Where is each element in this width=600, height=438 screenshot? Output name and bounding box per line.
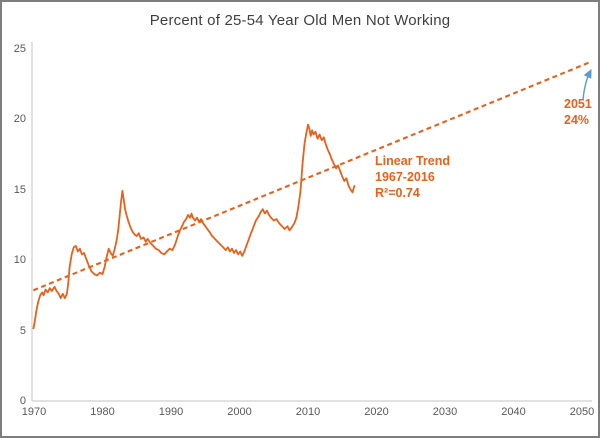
arrow-icon — [582, 68, 592, 100]
trend-line — [32, 61, 590, 292]
x-tick-label: 2010 — [295, 406, 321, 418]
x-tick-label: 2030 — [432, 406, 458, 418]
y-tick-label: 20 — [13, 113, 26, 125]
y-tick-label: 5 — [19, 324, 26, 337]
y-tick-label: 0 — [19, 395, 26, 407]
x-tick-label: 2000 — [227, 406, 252, 418]
projection-annotation: 2051 24% — [564, 97, 592, 127]
x-tick-label: 2040 — [501, 406, 526, 418]
x-tick-label: 2050 — [569, 406, 595, 418]
x-tick-label: 1990 — [158, 406, 184, 418]
y-tick-label: 25 — [13, 42, 26, 55]
x-tick-label: 2020 — [364, 406, 389, 418]
chart-title: Percent of 25-54 Year Old Men Not Workin… — [149, 12, 451, 29]
y-tick-label: 15 — [13, 183, 26, 196]
data-series-line — [32, 123, 356, 330]
trend-annotation: Linear Trend 1967-2016 R²=0.74 — [375, 154, 451, 200]
y-tick-label: 10 — [13, 254, 26, 266]
x-tick-label: 1970 — [21, 406, 47, 418]
x-tick-label: 1980 — [90, 406, 115, 418]
